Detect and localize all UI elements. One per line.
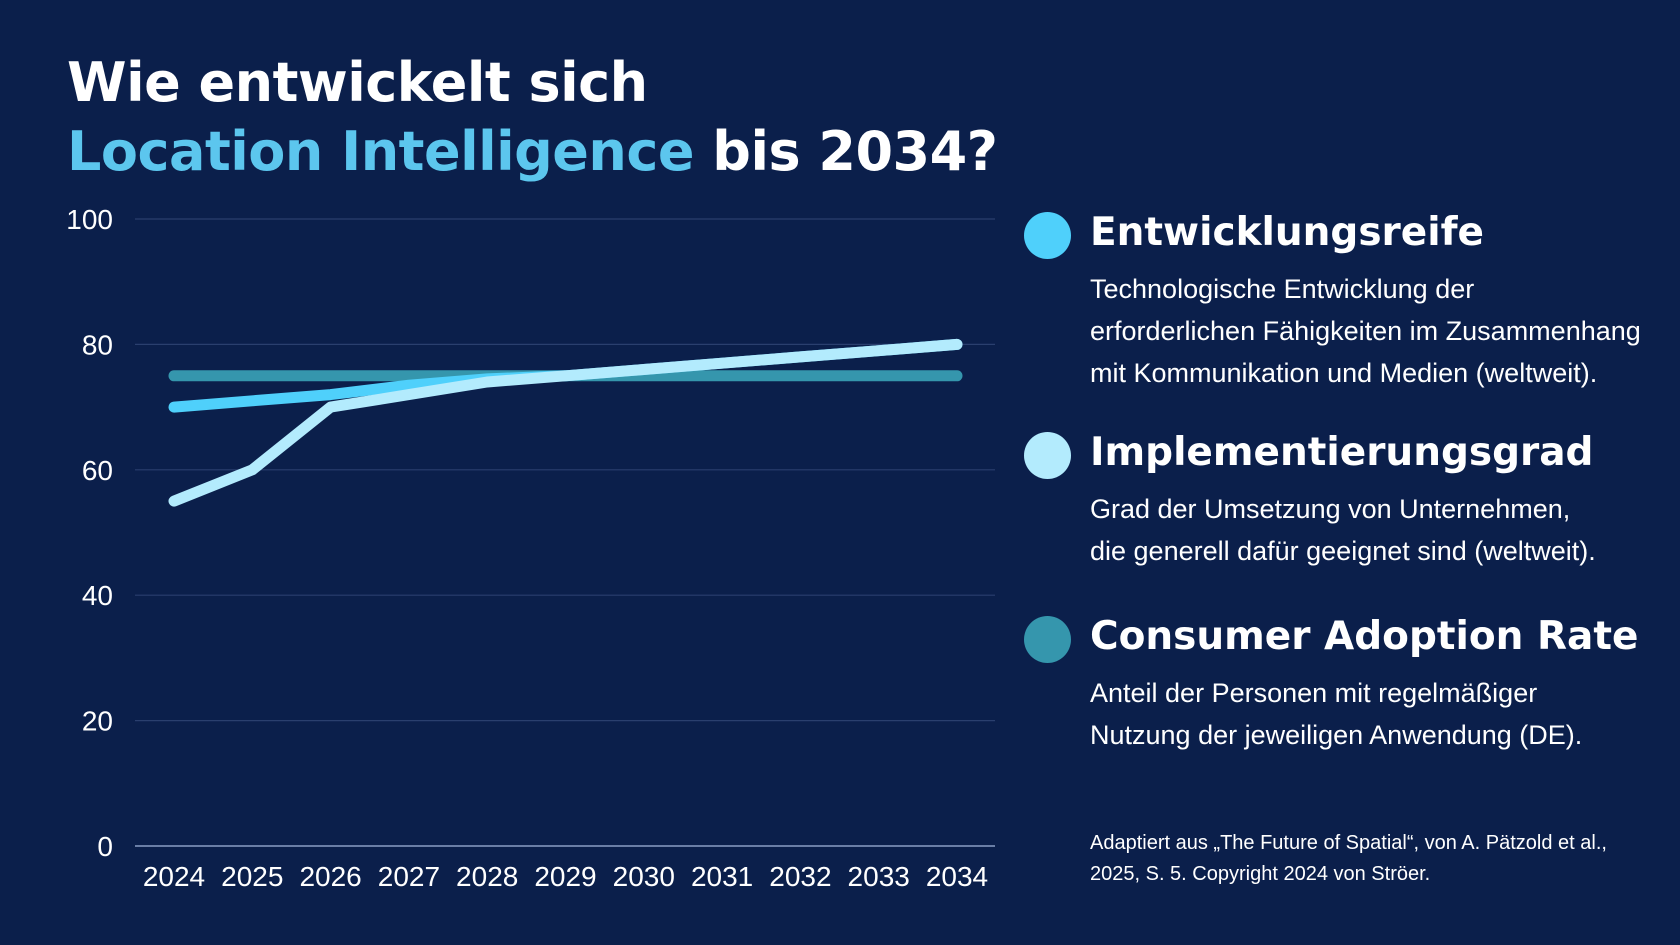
y-axis-ticks: 0 20 40 60 80 100 <box>66 204 113 862</box>
legend-desc-line: mit Kommunikation und Medien (weltweit). <box>1090 358 1598 388</box>
legend-desc-line: Nutzung der jeweiligen Anwendung (DE). <box>1090 720 1583 750</box>
x-tick-label: 2028 <box>456 861 518 892</box>
legend-title-entwicklungsreife: Entwicklungsreife <box>1090 210 1484 255</box>
legend-desc-line: die generell dafür geeignet sind (weltwe… <box>1090 536 1596 566</box>
x-tick-label: 2032 <box>769 861 831 892</box>
x-tick-label: 2025 <box>221 861 283 892</box>
y-tick-label: 40 <box>82 580 113 611</box>
line-chart: 0 20 40 60 80 100 2024 2025 2026 2027 2028 2029 203… <box>66 204 995 892</box>
legend-title-consumer-adoption-rate: Consumer Adoption Rate <box>1090 614 1639 659</box>
y-tick-label: 80 <box>82 329 113 360</box>
x-tick-label: 2029 <box>534 861 596 892</box>
title-rest: bis 2034? <box>693 120 998 183</box>
source-citation: Adaptiert aus „The Future of Spatial“, v… <box>1090 828 1607 890</box>
x-tick-label: 2031 <box>691 861 753 892</box>
x-tick-label: 2027 <box>378 861 440 892</box>
grid-lines <box>135 218 995 847</box>
x-tick-label: 2034 <box>926 861 988 892</box>
title-line-2: Location Intelligence bis 2034? <box>67 117 998 186</box>
y-tick-label: 100 <box>66 204 113 235</box>
series-lines <box>168 338 963 507</box>
legend-desc-entwicklungsreife: Technologische Entwicklung der erforderl… <box>1090 268 1660 394</box>
source-line-1: Adaptiert aus „The Future of Spatial“, v… <box>1090 832 1607 854</box>
page-title: Wie entwickelt sich Location Intelligenc… <box>67 48 998 186</box>
x-tick-label: 2033 <box>848 861 910 892</box>
legend-desc-line: erforderlichen Fähigkeiten im Zusammenha… <box>1090 316 1641 346</box>
series-line-implementierungsgrad <box>168 338 963 507</box>
legend-desc-line: Grad der Umsetzung von Unternehmen, <box>1090 494 1571 524</box>
legend-title-implementierungsgrad: Implementierungsgrad <box>1090 430 1594 475</box>
legend-desc-consumer-adoption-rate: Anteil der Personen mit regelmäßiger Nut… <box>1090 672 1660 756</box>
x-axis-ticks: 2024 2025 2026 2027 2028 2029 2030 2031 2032 2033… <box>143 861 988 892</box>
x-tick-label: 2024 <box>143 861 205 892</box>
legend-dot-implementierungsgrad <box>1024 432 1071 479</box>
x-tick-label: 2026 <box>299 861 361 892</box>
legend-desc-line: Technologische Entwicklung der <box>1090 274 1475 304</box>
legend-desc-implementierungsgrad: Grad der Umsetzung von Unternehmen, die … <box>1090 488 1660 572</box>
y-tick-label: 0 <box>97 831 113 862</box>
legend-dot-entwicklungsreife <box>1024 212 1071 259</box>
legend-dot-consumer-adoption-rate <box>1024 616 1071 663</box>
source-line-2: 2025, S. 5. Copyright 2024 von Ströer. <box>1090 863 1431 885</box>
title-line-1: Wie entwickelt sich <box>67 51 648 114</box>
y-tick-label: 20 <box>82 706 113 737</box>
legend-desc-line: Anteil der Personen mit regelmäßiger <box>1090 678 1538 708</box>
y-tick-label: 60 <box>82 455 113 486</box>
title-accent: Location Intelligence <box>67 120 694 183</box>
x-tick-label: 2030 <box>613 861 675 892</box>
